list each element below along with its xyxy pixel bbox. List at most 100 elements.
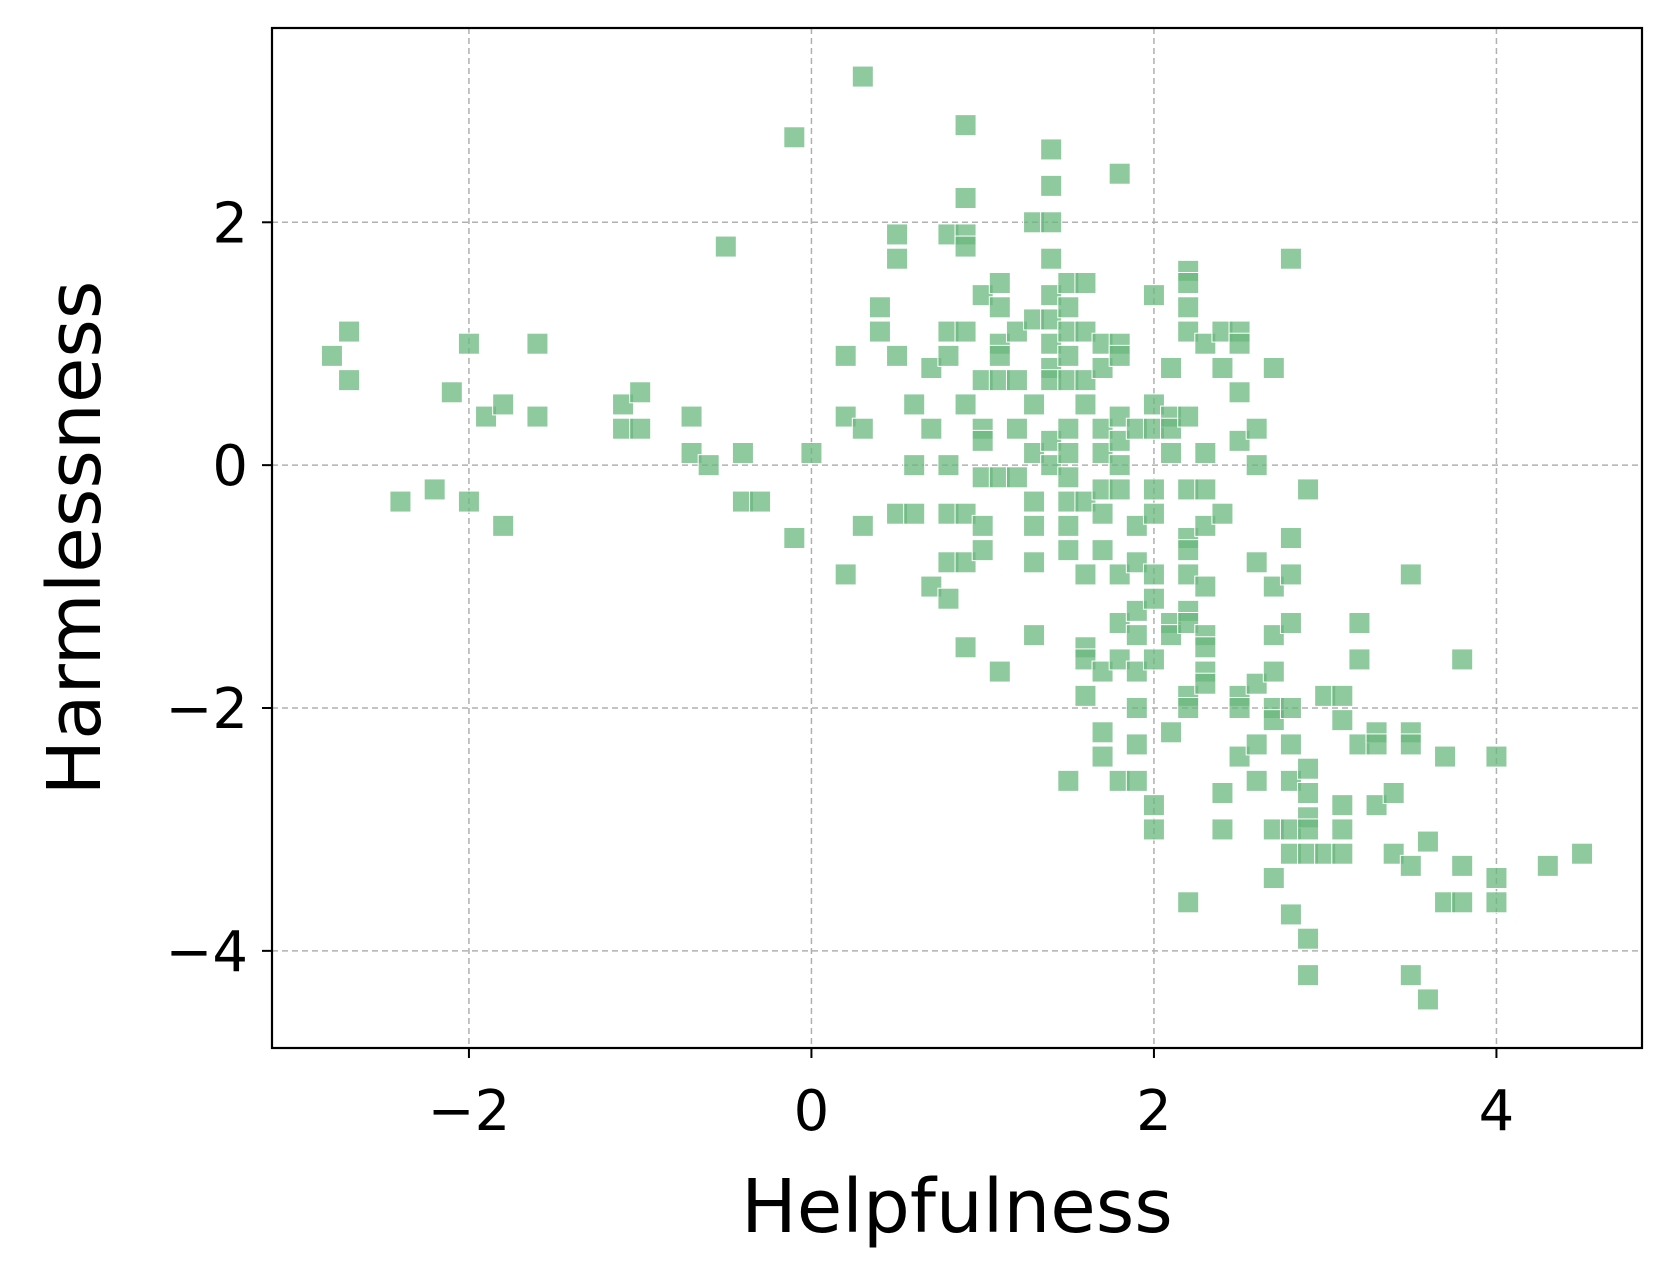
data-point xyxy=(1005,417,1028,440)
data-point xyxy=(1057,539,1080,562)
data-point xyxy=(1262,624,1285,647)
data-point xyxy=(834,563,857,586)
data-point xyxy=(1416,988,1439,1011)
data-point xyxy=(1177,697,1200,719)
data-point xyxy=(1091,721,1114,744)
data-point xyxy=(1057,514,1080,537)
data-point xyxy=(851,417,874,440)
data-point xyxy=(1194,636,1217,659)
data-point xyxy=(1228,332,1251,355)
data-point xyxy=(1262,660,1285,683)
data-point xyxy=(731,442,754,464)
data-point xyxy=(1194,478,1217,501)
data-point xyxy=(1211,818,1234,841)
data-point xyxy=(1485,745,1508,768)
data-point xyxy=(1279,903,1302,926)
data-point xyxy=(1142,393,1165,416)
data-point xyxy=(1177,272,1200,294)
data-point xyxy=(475,405,498,428)
data-point xyxy=(1297,757,1320,780)
data-point xyxy=(1228,697,1251,719)
data-point xyxy=(1434,745,1457,768)
data-point xyxy=(1125,697,1148,719)
x-tick-label: 0 xyxy=(794,1079,830,1144)
data-point xyxy=(1091,357,1114,379)
data-point xyxy=(988,272,1011,294)
data-point xyxy=(492,393,515,416)
data-point xyxy=(1297,818,1320,841)
data-point xyxy=(1451,648,1474,671)
data-point xyxy=(1399,854,1422,877)
data-point xyxy=(903,393,926,416)
data-point xyxy=(1297,964,1320,987)
data-point xyxy=(1194,514,1217,537)
y-axis-label: Harmlessness xyxy=(32,281,118,796)
x-axis-label: Helpfulness xyxy=(741,1164,1173,1250)
data-point xyxy=(1142,587,1165,610)
data-point xyxy=(954,636,977,659)
data-point xyxy=(1485,891,1508,914)
y-tick-label: −2 xyxy=(165,677,248,742)
data-point xyxy=(1040,308,1063,331)
data-point xyxy=(1262,575,1285,598)
data-point xyxy=(1074,393,1097,416)
data-point xyxy=(629,417,652,440)
data-point xyxy=(1142,478,1165,501)
data-point xyxy=(440,381,463,404)
data-point xyxy=(954,320,977,343)
data-point xyxy=(680,442,703,464)
data-point xyxy=(851,514,874,537)
x-tick-label: 4 xyxy=(1479,1079,1515,1144)
data-point xyxy=(834,405,857,428)
data-point xyxy=(783,527,806,549)
data-point xyxy=(1108,563,1131,586)
data-point xyxy=(1297,782,1320,804)
data-point xyxy=(1279,612,1302,634)
data-point xyxy=(714,235,737,258)
data-point xyxy=(457,490,480,513)
data-point xyxy=(1057,442,1080,464)
data-point xyxy=(1194,332,1217,355)
data-point xyxy=(1108,405,1131,428)
data-point xyxy=(971,429,994,452)
data-point xyxy=(1125,660,1148,683)
data-point xyxy=(1142,648,1165,671)
data-point xyxy=(1074,490,1097,513)
data-point xyxy=(1245,417,1268,440)
data-point xyxy=(629,381,652,404)
data-point xyxy=(492,514,515,537)
data-point xyxy=(697,454,720,477)
data-point xyxy=(1297,478,1320,501)
data-point xyxy=(1091,539,1114,562)
data-point xyxy=(1365,733,1388,756)
data-point xyxy=(903,454,926,477)
data-point xyxy=(1057,466,1080,489)
data-point xyxy=(1023,490,1046,513)
data-point xyxy=(1348,648,1371,671)
data-point xyxy=(1125,551,1148,574)
data-point xyxy=(1177,539,1200,562)
axes-frame xyxy=(270,26,1644,1050)
data-point xyxy=(1262,709,1285,732)
data-point xyxy=(1228,745,1251,768)
data-point xyxy=(1211,357,1234,379)
data-point xyxy=(1331,818,1354,841)
data-point xyxy=(1142,284,1165,307)
data-point xyxy=(749,490,772,513)
data-point xyxy=(338,320,361,343)
data-point xyxy=(1040,332,1063,355)
data-point xyxy=(954,114,977,137)
data-point xyxy=(1091,502,1114,525)
x-tick-label: 2 xyxy=(1136,1079,1172,1144)
data-point xyxy=(526,405,549,428)
data-point xyxy=(1331,709,1354,732)
data-point xyxy=(1279,769,1302,792)
data-point xyxy=(526,332,549,355)
data-point xyxy=(1023,393,1046,416)
data-point xyxy=(338,369,361,392)
data-point xyxy=(680,405,703,428)
data-point xyxy=(937,587,960,610)
data-point xyxy=(988,296,1011,319)
data-point xyxy=(1382,782,1405,804)
data-point xyxy=(1451,854,1474,877)
